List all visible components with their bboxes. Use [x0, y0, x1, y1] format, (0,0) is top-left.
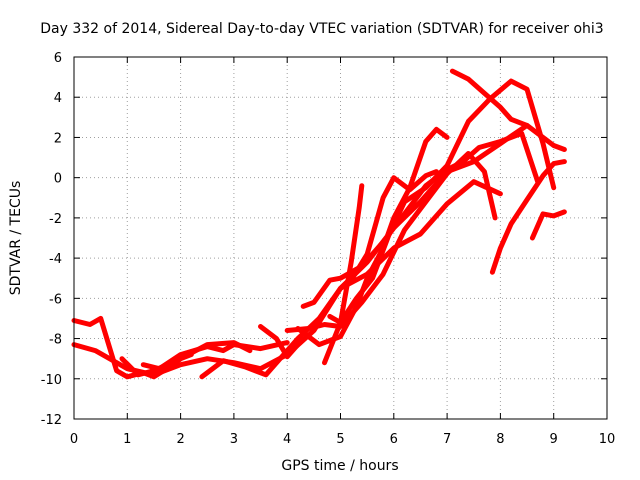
series-track-14 — [489, 159, 567, 275]
axis-ticks: 0 1 2 3 4 5 6 7 8 9 10 -12 -10 -8 -6 -4 -2 0 2 4 6 — [41, 51, 616, 447]
y-tick-label: -12 — [41, 413, 62, 428]
x-tick-label: 7 — [443, 432, 451, 447]
y-tick-label: 2 — [54, 131, 62, 146]
y-tick-label: 0 — [54, 172, 62, 187]
y-axis-label: SDTVAR / TECUs — [8, 181, 24, 296]
series-track-15 — [529, 209, 567, 241]
data-series-group — [71, 68, 567, 380]
x-tick-label: 4 — [283, 432, 291, 447]
series-track-6 — [258, 324, 306, 360]
series-track-4 — [140, 340, 290, 372]
chart-title: Day 332 of 2014, Sidereal Day-to-day VTE… — [40, 21, 603, 37]
y-tick-label: 4 — [54, 91, 62, 106]
series-track-9 — [300, 130, 541, 309]
x-tick-label: 0 — [70, 432, 78, 447]
series-track-11 — [327, 78, 557, 325]
x-tick-label: 5 — [336, 432, 344, 447]
x-tick-label: 2 — [176, 432, 184, 447]
x-tick-label: 9 — [550, 432, 558, 447]
y-tick-label: -6 — [49, 292, 62, 307]
series-track-12 — [348, 169, 439, 283]
x-tick-label: 8 — [496, 432, 504, 447]
series-track-1 — [71, 122, 567, 378]
y-tick-label: 6 — [54, 51, 62, 66]
x-tick-label: 6 — [390, 432, 398, 447]
y-tick-label: -8 — [49, 333, 62, 348]
y-tick-label: -2 — [49, 212, 62, 227]
x-tick-label: 10 — [599, 432, 616, 447]
series-track-10 — [322, 183, 365, 366]
series-track-5 — [199, 179, 503, 380]
x-tick-label: 1 — [123, 432, 131, 447]
x-tick-label: 3 — [230, 432, 238, 447]
y-tick-label: -4 — [49, 252, 62, 267]
series-track-13 — [449, 68, 530, 128]
x-axis-label: GPS time / hours — [281, 458, 398, 474]
grid — [74, 57, 607, 419]
y-tick-label: -10 — [41, 373, 62, 388]
